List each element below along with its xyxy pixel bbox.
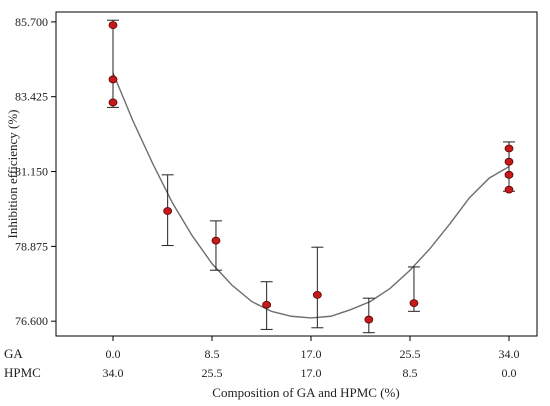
y-axis-title: Inhibition efficiency (%) <box>5 110 20 239</box>
ga-tick-label: 34.0 <box>499 347 520 361</box>
y-tick-label: 85.700 <box>15 15 48 29</box>
fit-curve <box>112 72 510 319</box>
data-point <box>504 157 514 166</box>
data-point <box>108 75 118 84</box>
plot-area: 76.600 78.875 81.150 83.425 85.700 0.0 34.0 8.5… <box>4 11 538 400</box>
hpmc-tick-label: 34.0 <box>103 366 124 380</box>
hpmc-tick-label: 0.0 <box>502 366 517 380</box>
data-point <box>211 236 221 245</box>
data-point <box>163 207 173 215</box>
plot-frame <box>55 11 538 337</box>
data-point <box>504 144 514 153</box>
x-axis-title: Composition of GA and HPMC (%) <box>212 385 399 400</box>
y-tick-label: 81.150 <box>15 165 48 179</box>
data-point <box>364 315 374 324</box>
data-point <box>504 170 514 179</box>
data-point <box>108 98 118 107</box>
y-tick-label: 76.600 <box>15 314 48 328</box>
data-point <box>108 21 118 30</box>
data-point <box>312 290 322 299</box>
hpmc-tick-label: 8.5 <box>403 366 418 380</box>
data-point <box>409 299 419 308</box>
data-point <box>504 185 514 194</box>
ga-tick-label: 25.5 <box>400 347 421 361</box>
hpmc-tick-label: 25.5 <box>202 366 223 380</box>
data-point <box>262 300 272 309</box>
ga-tick-label: 0.0 <box>106 347 121 361</box>
ga-tick-label: 8.5 <box>205 347 220 361</box>
hpmc-tick-label: 17.0 <box>301 366 322 380</box>
ga-row-label: GA <box>4 346 23 361</box>
y-tick-label: 83.425 <box>15 90 48 104</box>
y-tick-label: 78.875 <box>15 239 48 253</box>
hpmc-row-label: HPMC <box>4 365 41 380</box>
ga-tick-label: 17.0 <box>301 347 322 361</box>
